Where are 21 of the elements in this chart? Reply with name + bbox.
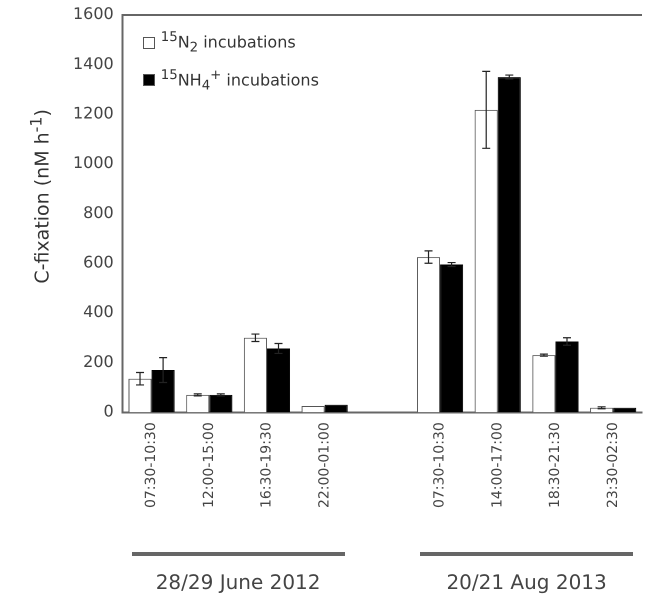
legend-label: $^{15}$NH$_{4}$$^{+}$ incubations [160,68,319,94]
text: 28/29 June 2012 [154,570,322,594]
y-tick-label: 200 [83,352,114,371]
text: 20/21 Aug 2013 [445,570,608,594]
x-tick-label: 07:30-10:30 [432,422,448,508]
y-tick-label: 1600 [73,4,114,24]
y-tick-label: 600 [83,252,114,272]
y-tick-label: 400 [83,302,114,322]
x-tick-label: 22:00-01:00 [316,422,332,508]
y-tick-label: 800 [83,202,114,222]
x-tick-label: 23:30-02:30 [604,422,621,508]
x-tick-label: 07:30-10:30 [143,422,160,508]
x-tick-label: 14:00-17:00 [489,422,506,508]
y-tick-label: 0 [104,401,114,420]
x-tick-label: 16:30-19:30 [258,422,275,508]
y-tick-label: 1400 [73,54,114,73]
x-tick-label: 12:00-15:00 [200,422,217,508]
legend-label: $^{15}$N$_{2}$ incubations [160,30,296,56]
y-tick-label: 1000 [73,153,114,172]
x-tick-label: 18:30-21:30 [547,422,564,508]
y-tick-label: 1200 [73,103,114,122]
